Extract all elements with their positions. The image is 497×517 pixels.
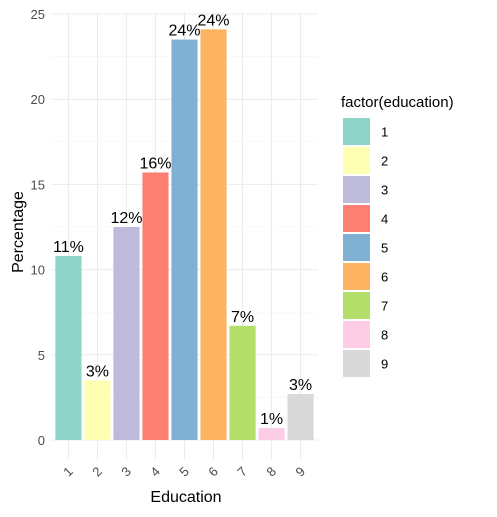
legend-label: 8 — [381, 328, 388, 343]
bar — [142, 172, 169, 441]
data-label: 7% — [231, 309, 254, 326]
legend-items: 1 2 3 4 5 6 7 8 9 — [343, 118, 388, 377]
legend-key — [343, 350, 370, 377]
legend-key — [343, 176, 370, 203]
bar — [287, 393, 314, 440]
data-labels: 11% 3% 12% 16% 24%24% 7% 1% 3% — [53, 12, 312, 428]
legend-label: 7 — [381, 299, 388, 314]
y-tick-label: 15 — [31, 177, 45, 192]
x-tick-label: 4 — [147, 464, 163, 480]
bars — [55, 29, 314, 441]
y-axis-title: Percentage — [10, 191, 27, 273]
legend-key — [343, 263, 370, 290]
x-tick-label: 6 — [205, 464, 221, 480]
data-label: 12% — [110, 210, 142, 227]
legend-key — [343, 205, 370, 232]
legend-label: 3 — [381, 183, 388, 198]
y-tick-label: 0 — [38, 433, 45, 448]
x-tick-label: 2 — [89, 464, 105, 480]
bar — [55, 255, 82, 440]
data-label: 11% — [53, 239, 84, 256]
y-tick-label: 20 — [31, 92, 45, 107]
legend-label: 2 — [381, 154, 388, 169]
data-label: 1% — [260, 411, 283, 428]
x-tick-label: 5 — [176, 464, 192, 480]
legend-label: 4 — [381, 212, 388, 227]
y-tick-label: 10 — [31, 263, 45, 278]
legend-key — [343, 321, 370, 348]
bar — [229, 325, 256, 440]
y-tick-label: 25 — [31, 7, 45, 22]
bar — [113, 227, 140, 440]
legend-key — [343, 147, 370, 174]
legend-label: 9 — [381, 357, 388, 372]
x-tick-label: 9 — [292, 464, 308, 480]
x-tick-label: 3 — [118, 464, 134, 480]
legend-label: 5 — [381, 241, 388, 256]
y-tick-label: 5 — [38, 348, 45, 363]
data-label: 3% — [289, 377, 312, 394]
bar — [171, 39, 198, 441]
data-label: 24% — [168, 23, 200, 40]
x-tick-label: 8 — [263, 464, 279, 480]
bar — [200, 29, 227, 441]
data-label: 16% — [139, 155, 171, 172]
legend-label: 6 — [381, 270, 388, 285]
legend: factor(education) 1 2 3 4 5 6 7 8 9 — [341, 94, 454, 377]
y-axis-ticks: 0 5 10 15 20 25 — [31, 7, 45, 448]
legend-key — [343, 292, 370, 319]
legend-key — [343, 234, 370, 261]
bar — [84, 380, 111, 440]
legend-label: 1 — [381, 125, 388, 140]
data-label: 24% — [198, 12, 230, 29]
legend-title: factor(education) — [341, 94, 454, 111]
data-label: 3% — [86, 363, 109, 380]
legend-key — [343, 118, 370, 145]
x-tick-label: 7 — [234, 464, 250, 480]
bar — [258, 428, 285, 440]
x-tick-label: 1 — [60, 464, 76, 480]
x-axis-title: Education — [150, 489, 221, 506]
